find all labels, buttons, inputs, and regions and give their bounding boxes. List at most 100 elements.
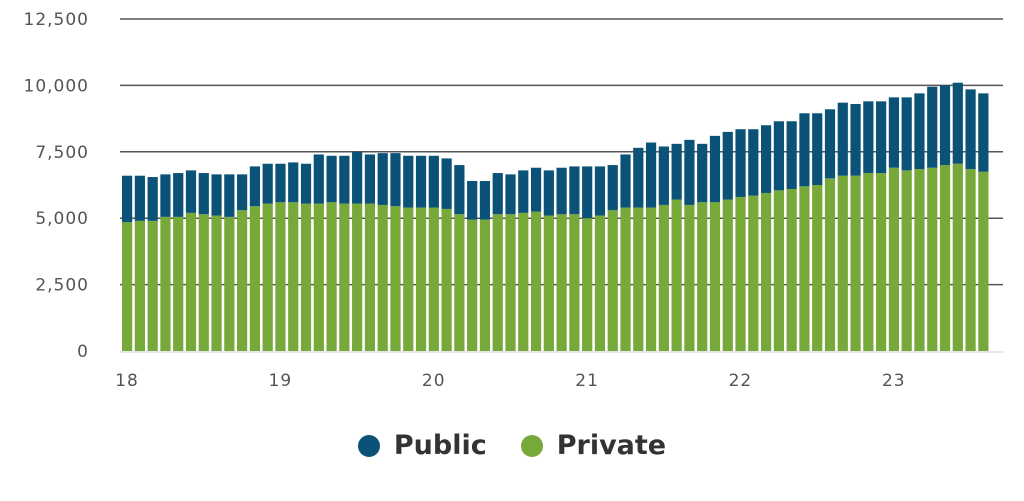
- bar-private[interactable]: [952, 163, 963, 351]
- bar-private[interactable]: [901, 170, 912, 351]
- bar-public[interactable]: [198, 173, 209, 215]
- bar-public[interactable]: [211, 174, 222, 216]
- bar-private[interactable]: [709, 202, 721, 351]
- bar-private[interactable]: [569, 214, 580, 351]
- bar-public[interactable]: [415, 155, 427, 208]
- bar-public[interactable]: [965, 89, 976, 170]
- bar-private[interactable]: [185, 212, 197, 351]
- bar-private[interactable]: [364, 203, 376, 351]
- bar-private[interactable]: [530, 211, 542, 351]
- bar-public[interactable]: [697, 143, 708, 203]
- bar-public[interactable]: [850, 103, 861, 176]
- bar-public[interactable]: [479, 181, 491, 220]
- bar-public[interactable]: [390, 153, 401, 207]
- bar-private[interactable]: [224, 216, 235, 351]
- bar-private[interactable]: [147, 220, 158, 351]
- bar-public[interactable]: [352, 151, 363, 204]
- bar-public[interactable]: [709, 135, 721, 203]
- bar-public[interactable]: [824, 109, 836, 179]
- bar-public[interactable]: [122, 175, 133, 223]
- bar-private[interactable]: [198, 214, 209, 351]
- bar-public[interactable]: [594, 166, 606, 216]
- bar-public[interactable]: [722, 131, 733, 200]
- bar-public[interactable]: [377, 153, 388, 205]
- bar-public[interactable]: [249, 166, 260, 207]
- bar-public[interactable]: [901, 97, 912, 171]
- bar-private[interactable]: [850, 175, 861, 351]
- bar-public[interactable]: [978, 93, 989, 172]
- bar-private[interactable]: [300, 203, 312, 351]
- bar-private[interactable]: [927, 167, 938, 351]
- bar-private[interactable]: [824, 178, 836, 351]
- bar-public[interactable]: [607, 165, 618, 211]
- bar-public[interactable]: [313, 154, 324, 204]
- bar-public[interactable]: [505, 174, 516, 215]
- bar-public[interactable]: [582, 166, 593, 219]
- bar-private[interactable]: [492, 214, 503, 351]
- bar-private[interactable]: [211, 215, 222, 351]
- bar-public[interactable]: [748, 129, 759, 196]
- bar-public[interactable]: [530, 167, 542, 212]
- bar-public[interactable]: [952, 82, 963, 164]
- bar-public[interactable]: [441, 158, 452, 209]
- bar-private[interactable]: [607, 210, 618, 351]
- bar-private[interactable]: [454, 214, 465, 351]
- bar-private[interactable]: [620, 207, 631, 351]
- bar-public[interactable]: [492, 173, 503, 215]
- bar-public[interactable]: [888, 97, 899, 168]
- bar-private[interactable]: [415, 207, 427, 351]
- bar-private[interactable]: [697, 202, 708, 351]
- bar-private[interactable]: [761, 192, 772, 351]
- bar-private[interactable]: [786, 188, 797, 351]
- bar-public[interactable]: [173, 173, 184, 217]
- bar-public[interactable]: [326, 155, 337, 203]
- bar-public[interactable]: [671, 143, 682, 200]
- bar-private[interactable]: [160, 216, 171, 351]
- bar-public[interactable]: [786, 121, 797, 189]
- bar-private[interactable]: [352, 203, 363, 351]
- bar-public[interactable]: [288, 162, 299, 203]
- bar-private[interactable]: [505, 214, 516, 351]
- bar-private[interactable]: [978, 171, 989, 351]
- bar-public[interactable]: [160, 174, 171, 217]
- bar-public[interactable]: [914, 93, 925, 170]
- bar-public[interactable]: [620, 154, 631, 208]
- bar-public[interactable]: [454, 165, 465, 215]
- bar-private[interactable]: [479, 219, 491, 351]
- bar-private[interactable]: [134, 220, 145, 351]
- bar-public[interactable]: [300, 163, 312, 204]
- bar-public[interactable]: [761, 125, 772, 193]
- bar-public[interactable]: [939, 85, 951, 166]
- bar-public[interactable]: [684, 139, 695, 205]
- bar-private[interactable]: [722, 199, 733, 351]
- bar-private[interactable]: [965, 169, 976, 351]
- bar-public[interactable]: [927, 86, 938, 168]
- bar-public[interactable]: [799, 113, 810, 187]
- bar-private[interactable]: [594, 215, 606, 351]
- bar-public[interactable]: [876, 101, 887, 174]
- bar-private[interactable]: [735, 196, 746, 351]
- legend-item-public[interactable]: Public: [357, 430, 487, 461]
- bar-private[interactable]: [390, 206, 401, 351]
- bar-public[interactable]: [658, 146, 669, 205]
- bar-private[interactable]: [467, 219, 478, 351]
- bar-private[interactable]: [837, 175, 848, 351]
- bar-private[interactable]: [441, 208, 452, 351]
- bar-private[interactable]: [249, 206, 260, 351]
- bar-public[interactable]: [837, 102, 848, 176]
- bar-public[interactable]: [863, 101, 874, 174]
- bar-private[interactable]: [262, 203, 273, 351]
- bar-public[interactable]: [364, 154, 376, 204]
- bar-private[interactable]: [863, 173, 874, 351]
- bar-private[interactable]: [645, 207, 657, 351]
- bar-private[interactable]: [428, 207, 439, 351]
- bar-private[interactable]: [684, 204, 695, 351]
- legend-item-private[interactable]: Private: [520, 430, 666, 461]
- bar-private[interactable]: [377, 204, 388, 351]
- bar-public[interactable]: [403, 155, 414, 208]
- bar-private[interactable]: [556, 214, 567, 351]
- bar-public[interactable]: [735, 129, 746, 197]
- bar-public[interactable]: [147, 177, 158, 221]
- bar-public[interactable]: [645, 142, 657, 208]
- bar-public[interactable]: [224, 174, 235, 217]
